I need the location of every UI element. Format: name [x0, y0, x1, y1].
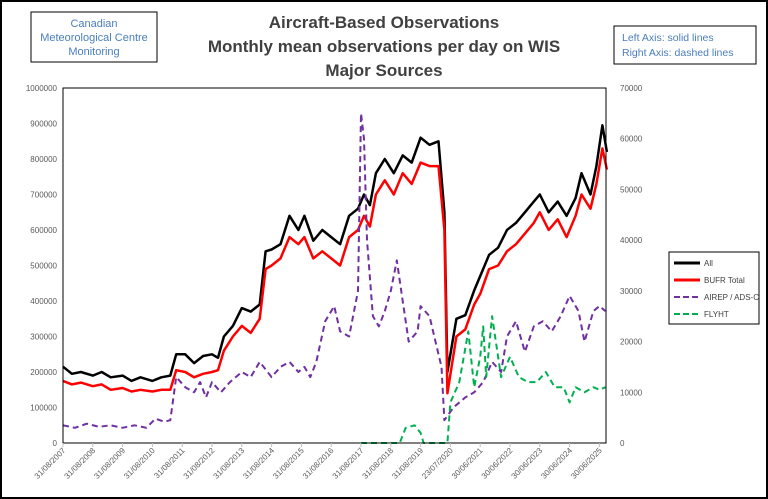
left-axis-tick-label: 600000: [30, 226, 57, 235]
axis-note-right: Right Axis: dashed lines: [622, 47, 733, 59]
right-axis-tick-label: 60000: [620, 135, 643, 144]
right-axis-tick-label: 20000: [620, 338, 643, 347]
legend-label: BUFR Total: [704, 276, 745, 285]
org-line-1: Canadian: [70, 18, 117, 30]
left-axis-tick-label: 900000: [30, 120, 57, 129]
org-line-2: Meteorological Centre: [40, 32, 148, 44]
left-axis-tick-label: 1000000: [26, 84, 58, 93]
legend-label: All: [704, 259, 713, 268]
right-axis-tick-label: 10000: [620, 388, 643, 397]
series-line-flyht: [361, 315, 606, 444]
chart-title-1: Aircraft-Based Observations: [269, 13, 500, 32]
legend-label: FLYHT: [704, 310, 729, 319]
left-axis-tick-label: 500000: [30, 262, 57, 271]
legend-label: AIREP / ADS-C: [704, 293, 759, 302]
right-axis-tick-label: 30000: [620, 287, 643, 296]
left-axis-tick-label: 100000: [30, 404, 57, 413]
series-line-bufr-total: [62, 147, 609, 395]
org-line-3: Monitoring: [68, 46, 119, 58]
org-box: [30, 11, 158, 63]
left-axis-tick-label: 0: [53, 439, 58, 448]
right-axis-tick-label: 0: [620, 439, 625, 448]
right-axis-tick-label: 40000: [620, 236, 643, 245]
left-axis-tick-label: 800000: [30, 155, 57, 164]
axis-note-left: Left Axis: solid lines: [622, 32, 714, 44]
left-axis-tick-label: 400000: [30, 297, 57, 306]
chart-title-3: Major Sources: [325, 61, 442, 80]
right-axis-tick-label: 70000: [620, 84, 643, 93]
series-line-all: [62, 124, 609, 383]
right-axis-tick-label: 50000: [620, 185, 643, 194]
left-axis-tick-label: 700000: [30, 191, 57, 200]
left-axis-tick-label: 300000: [30, 333, 57, 342]
axis-note-box: [613, 25, 757, 65]
left-axis-tick-label: 200000: [30, 368, 57, 377]
chart-title-2: Monthly mean observations per day on WIS: [208, 37, 560, 56]
series-line-airep-ads-c: [62, 112, 607, 429]
plot-area: [62, 87, 607, 444]
